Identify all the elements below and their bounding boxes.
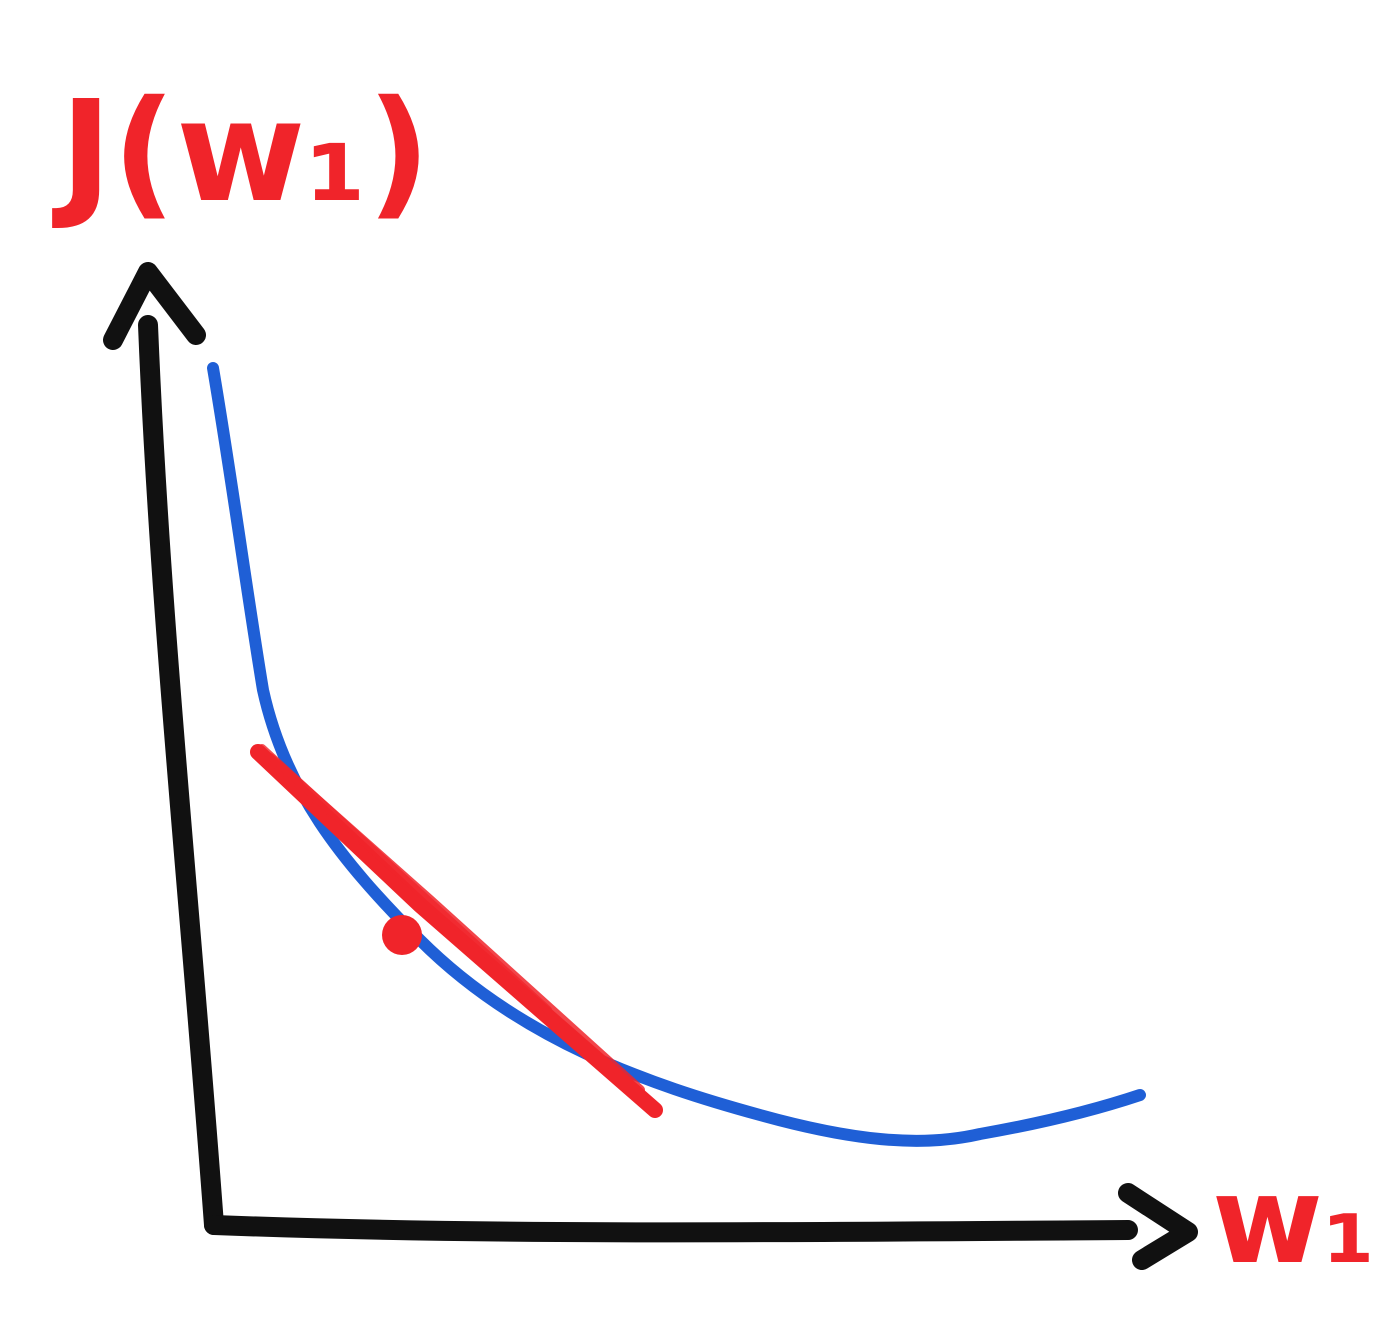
axes xyxy=(103,262,1198,1270)
y-axis-label: J(w₁) xyxy=(52,71,431,234)
y-axis-line xyxy=(138,315,224,1235)
x-axis-line xyxy=(204,1215,1138,1243)
cost-curve xyxy=(207,362,1146,1147)
tangent-line xyxy=(250,744,663,1118)
y-axis-arrowhead-icon xyxy=(103,262,206,350)
x-axis-label: w₁ xyxy=(1212,1152,1375,1291)
x-axis-arrowhead-icon xyxy=(1118,1183,1198,1270)
tangent-point xyxy=(382,915,422,955)
